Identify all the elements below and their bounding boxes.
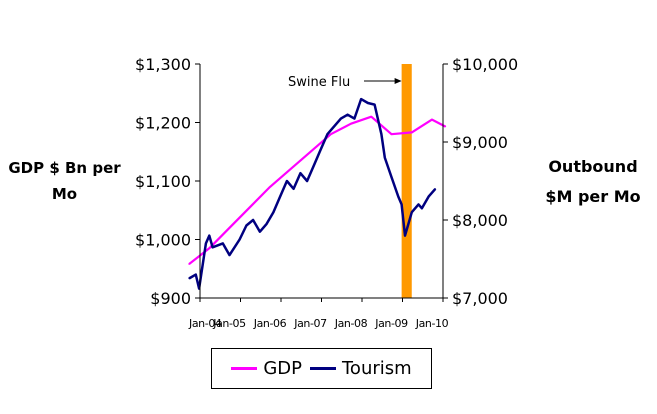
data-point-gdp xyxy=(289,168,291,170)
swine-flu-annotation: Swine Flu xyxy=(288,75,350,90)
data-point-gdp xyxy=(350,123,352,125)
y-tick-label-left: $1,000 xyxy=(135,231,191,250)
x-tick-label: Jan-07 xyxy=(293,317,327,330)
data-point-tourism xyxy=(404,235,406,237)
series-line-gdp xyxy=(188,115,447,265)
swine-flu-band xyxy=(401,64,412,298)
data-point-gdp xyxy=(431,119,433,121)
data-point-tourism xyxy=(340,118,342,120)
data-point-tourism xyxy=(245,224,247,227)
data-point-tourism xyxy=(374,104,376,106)
legend-item-tourism: Tourism xyxy=(310,358,412,379)
data-point-tourism xyxy=(390,176,393,178)
y-tick-label-left: $1,200 xyxy=(135,114,191,133)
data-point-tourism xyxy=(306,180,308,182)
legend-swatch-tourism xyxy=(310,367,336,370)
y-axis-left-title: GDP $ Bn per Mo xyxy=(8,159,121,203)
x-tick-label: Jan-08 xyxy=(334,317,368,330)
data-point-gdp xyxy=(411,131,413,133)
data-point-gdp xyxy=(188,263,190,265)
data-point-tourism xyxy=(353,118,355,120)
x-tick-label: Jan-09 xyxy=(374,317,408,330)
data-point-tourism xyxy=(188,277,190,280)
y-tick-label-left: $1,300 xyxy=(135,55,191,74)
data-point-tourism xyxy=(198,288,200,290)
data-point-tourism xyxy=(266,223,268,225)
y-tick-label-left: $1,100 xyxy=(135,172,191,191)
data-point-tourism xyxy=(252,219,254,221)
data-point-tourism xyxy=(347,114,349,116)
data-point-tourism xyxy=(397,196,399,198)
y-tick-label-right: $8,000 xyxy=(452,211,508,230)
data-point-tourism xyxy=(384,157,386,159)
legend-label-tourism: Tourism xyxy=(342,358,412,379)
data-point-tourism xyxy=(428,196,430,198)
data-point-gdp xyxy=(370,116,372,118)
data-point-tourism xyxy=(239,238,241,241)
data-point-gdp xyxy=(330,133,332,135)
data-point-tourism xyxy=(411,211,413,213)
y-tick-label-right: $7,000 xyxy=(452,289,508,308)
x-tick-label: Jan-06 xyxy=(253,317,287,330)
data-point-tourism xyxy=(421,207,423,209)
data-point-gdp xyxy=(444,126,447,128)
data-point-tourism xyxy=(293,188,295,190)
series-line-tourism xyxy=(188,97,437,290)
y-tick-label-left: $900 xyxy=(150,289,191,308)
legend-label-gdp: GDP xyxy=(263,358,302,379)
data-point-tourism xyxy=(222,242,224,244)
data-point-tourism xyxy=(279,196,281,198)
data-point-gdp xyxy=(208,247,210,249)
y-tick-label-right: $9,000 xyxy=(452,133,508,152)
data-point-tourism xyxy=(208,235,210,237)
legend-swatch-gdp xyxy=(231,367,258,370)
data-point-gdp xyxy=(249,206,251,208)
data-point-tourism xyxy=(434,188,436,190)
data-point-tourism xyxy=(299,172,301,174)
data-point-tourism xyxy=(228,254,231,256)
y-tick-label-right: $10,000 xyxy=(452,55,518,74)
data-point-gdp xyxy=(390,133,393,135)
data-point-tourism xyxy=(367,102,369,104)
data-point-tourism xyxy=(286,180,288,182)
x-tick-label: Jan-04 xyxy=(188,317,222,330)
legend-item-gdp: GDP xyxy=(231,358,302,379)
data-point-tourism xyxy=(272,211,274,213)
y-axis-right-title: Outbound $M per Mo xyxy=(545,157,641,206)
data-point-gdp xyxy=(309,151,312,153)
legend: GDP Tourism xyxy=(211,348,432,389)
data-point-tourism xyxy=(326,133,328,135)
data-point-tourism xyxy=(417,203,420,205)
data-point-gdp xyxy=(228,227,231,229)
data-point-tourism xyxy=(401,203,403,205)
x-tick-label: Jan-05 xyxy=(212,317,246,330)
data-point-tourism xyxy=(320,149,322,151)
x-tick-label: Jan-10 xyxy=(415,317,449,330)
data-point-tourism xyxy=(333,125,335,127)
data-point-tourism xyxy=(380,133,382,135)
data-point-tourism xyxy=(360,98,362,100)
data-point-tourism xyxy=(205,242,207,244)
data-point-tourism xyxy=(313,164,315,166)
swine-flu-arrowhead xyxy=(394,78,402,84)
data-point-gdp xyxy=(269,186,271,188)
data-point-tourism xyxy=(212,246,214,248)
data-point-tourism xyxy=(195,274,197,276)
data-point-tourism xyxy=(259,231,261,233)
